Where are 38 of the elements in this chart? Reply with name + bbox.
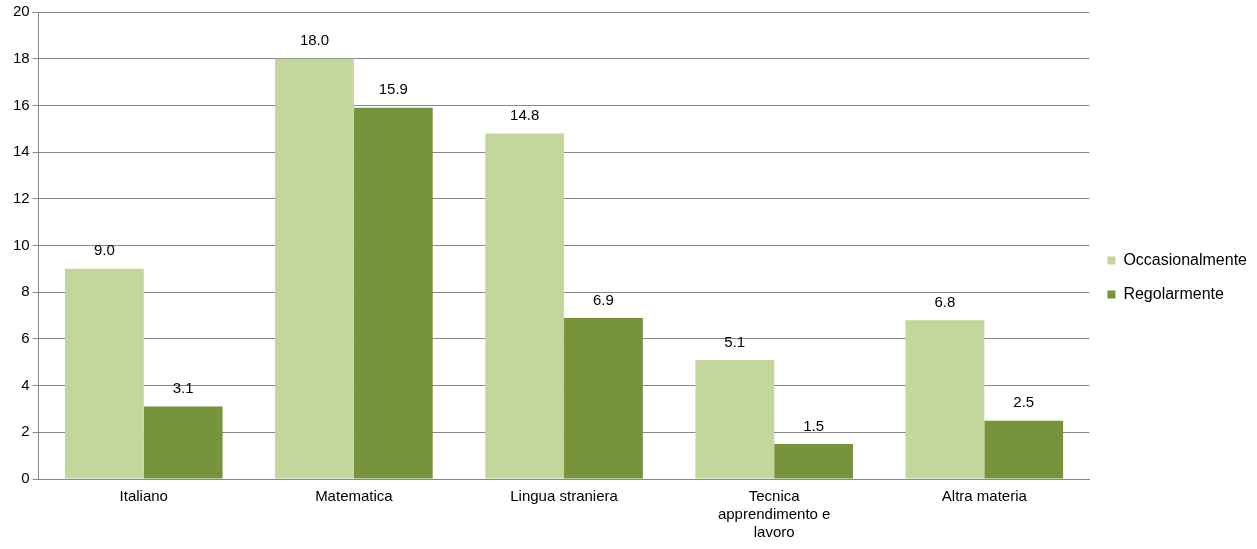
y-tick-label: 0 xyxy=(21,469,30,487)
legend-label: Occasionalmente xyxy=(1123,250,1248,268)
data-label: 9.0 xyxy=(93,241,115,259)
y-tick-label: 6 xyxy=(21,329,30,347)
data-label: 6.9 xyxy=(593,290,614,308)
data-label: 5.1 xyxy=(724,332,746,350)
x-tick-label: Tecnica apprendimento e lavoro xyxy=(717,487,831,541)
y-tick-label: 20 xyxy=(13,2,30,20)
bar xyxy=(275,58,354,479)
y-tick-label: 2 xyxy=(21,422,30,440)
bar xyxy=(64,268,144,479)
data-label: 15.9 xyxy=(378,80,408,98)
bar xyxy=(905,320,985,479)
bar xyxy=(695,359,775,479)
y-tick-label: 16 xyxy=(13,95,30,113)
bar xyxy=(774,443,853,479)
data-label: 6.8 xyxy=(934,292,956,310)
data-label: 14.8 xyxy=(510,106,540,124)
bar xyxy=(564,317,643,479)
y-tick-label: 10 xyxy=(13,235,30,253)
y-tick-label: 4 xyxy=(21,375,30,393)
legend-label: Regolarmente xyxy=(1123,284,1224,302)
bar xyxy=(485,133,565,479)
x-tick-label: Italiano xyxy=(119,487,168,505)
data-label: 2.5 xyxy=(1013,393,1035,411)
bar xyxy=(143,406,223,479)
y-tick-label: 18 xyxy=(13,48,30,66)
x-tick-label: Altra materia xyxy=(941,487,1028,505)
data-label: 1.5 xyxy=(803,416,824,434)
bar xyxy=(353,107,433,479)
y-tick-label: 8 xyxy=(21,282,30,300)
bar xyxy=(984,420,1064,479)
y-tick-label: 12 xyxy=(13,188,30,206)
x-tick-label: Lingua straniera xyxy=(510,487,619,505)
data-label: 3.1 xyxy=(172,379,194,397)
y-tick-label: 14 xyxy=(13,142,30,160)
x-tick-label: Matematica xyxy=(315,487,394,505)
data-label: 18.0 xyxy=(299,31,330,49)
